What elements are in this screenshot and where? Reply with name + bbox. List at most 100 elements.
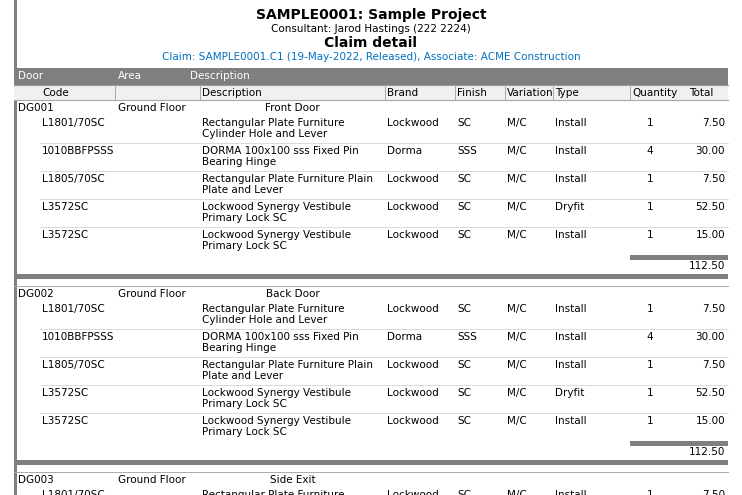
Text: Plate and Lever: Plate and Lever — [202, 371, 283, 381]
Text: 7.50: 7.50 — [702, 174, 725, 184]
Text: 1: 1 — [647, 202, 653, 212]
Text: Lockwood Synergy Vestibule: Lockwood Synergy Vestibule — [202, 416, 351, 426]
Text: Lockwood: Lockwood — [387, 388, 439, 398]
Text: Install: Install — [555, 416, 587, 426]
Text: Lockwood Synergy Vestibule: Lockwood Synergy Vestibule — [202, 230, 351, 240]
Text: L3572SC: L3572SC — [42, 416, 88, 426]
Text: M/C: M/C — [507, 388, 527, 398]
Text: Side Exit: Side Exit — [269, 475, 315, 485]
Text: SC: SC — [457, 416, 471, 426]
Text: L1805/70SC: L1805/70SC — [42, 174, 105, 184]
Text: Rectangular Plate Furniture: Rectangular Plate Furniture — [202, 304, 344, 314]
Text: Primary Lock SC: Primary Lock SC — [202, 213, 287, 223]
Bar — [630, 441, 728, 446]
Bar — [14, 274, 728, 279]
Text: SC: SC — [457, 118, 471, 128]
Text: Lockwood: Lockwood — [387, 360, 439, 370]
Text: Description: Description — [202, 88, 262, 98]
Text: M/C: M/C — [507, 230, 527, 240]
Text: L1801/70SC: L1801/70SC — [42, 304, 105, 314]
Text: Install: Install — [555, 332, 587, 342]
Text: DORMA 100x100 sss Fixed Pin: DORMA 100x100 sss Fixed Pin — [202, 146, 358, 156]
Text: Ground Floor: Ground Floor — [118, 289, 186, 299]
Text: Lockwood: Lockwood — [387, 118, 439, 128]
Text: M/C: M/C — [507, 174, 527, 184]
Text: Brand: Brand — [387, 88, 418, 98]
Text: 112.50: 112.50 — [689, 261, 725, 271]
Bar — [14, 460, 728, 465]
Text: Finish: Finish — [457, 88, 487, 98]
Text: Claim detail: Claim detail — [324, 36, 418, 50]
Text: Rectangular Plate Furniture Plain: Rectangular Plate Furniture Plain — [202, 360, 373, 370]
Text: 1010BBFPSSS: 1010BBFPSSS — [42, 332, 114, 342]
Text: SC: SC — [457, 490, 471, 495]
Text: 1: 1 — [647, 304, 653, 314]
Text: Back Door: Back Door — [266, 289, 319, 299]
Text: Dorma: Dorma — [387, 146, 422, 156]
Text: 1: 1 — [647, 360, 653, 370]
Text: Area: Area — [118, 71, 142, 81]
Text: M/C: M/C — [507, 202, 527, 212]
Text: Cylinder Hole and Lever: Cylinder Hole and Lever — [202, 315, 327, 325]
Text: Lockwood Synergy Vestibule: Lockwood Synergy Vestibule — [202, 388, 351, 398]
Text: DG001: DG001 — [18, 103, 53, 113]
Text: L3572SC: L3572SC — [42, 388, 88, 398]
Text: Consultant: Jarod Hastings (222 2224): Consultant: Jarod Hastings (222 2224) — [271, 24, 471, 34]
Text: Lockwood: Lockwood — [387, 202, 439, 212]
Text: SSS: SSS — [457, 332, 477, 342]
Text: 7.50: 7.50 — [702, 490, 725, 495]
Text: M/C: M/C — [507, 490, 527, 495]
Text: Lockwood: Lockwood — [387, 416, 439, 426]
Text: Door: Door — [18, 71, 43, 81]
Text: 4: 4 — [647, 146, 653, 156]
Text: L1801/70SC: L1801/70SC — [42, 118, 105, 128]
Text: Lockwood: Lockwood — [387, 230, 439, 240]
Text: Install: Install — [555, 360, 587, 370]
Text: 30.00: 30.00 — [695, 146, 725, 156]
Text: M/C: M/C — [507, 360, 527, 370]
Text: Install: Install — [555, 304, 587, 314]
Text: 30.00: 30.00 — [695, 332, 725, 342]
Text: 52.50: 52.50 — [695, 388, 725, 398]
Text: 1010BBFPSSS: 1010BBFPSSS — [42, 146, 114, 156]
Text: Cylinder Hole and Lever: Cylinder Hole and Lever — [202, 129, 327, 139]
Text: Code: Code — [42, 88, 69, 98]
Text: DG003: DG003 — [18, 475, 53, 485]
Text: Primary Lock SC: Primary Lock SC — [202, 241, 287, 251]
Text: Claim: SAMPLE0001.C1 (19-May-2022, Released), Associate: ACME Construction: Claim: SAMPLE0001.C1 (19-May-2022, Relea… — [162, 52, 580, 62]
Text: 1: 1 — [647, 388, 653, 398]
Text: 15.00: 15.00 — [695, 230, 725, 240]
Text: Primary Lock SC: Primary Lock SC — [202, 399, 287, 409]
Text: Quantity: Quantity — [632, 88, 677, 98]
Text: 1: 1 — [647, 416, 653, 426]
Text: SC: SC — [457, 360, 471, 370]
Text: Description: Description — [190, 71, 250, 81]
Text: SC: SC — [457, 388, 471, 398]
Text: 1: 1 — [647, 174, 653, 184]
Text: 1: 1 — [647, 230, 653, 240]
Text: Rectangular Plate Furniture Plain: Rectangular Plate Furniture Plain — [202, 174, 373, 184]
Text: 4: 4 — [647, 332, 653, 342]
Text: Total: Total — [689, 88, 713, 98]
Text: 7.50: 7.50 — [702, 118, 725, 128]
Text: Dorma: Dorma — [387, 332, 422, 342]
Text: Bearing Hinge: Bearing Hinge — [202, 157, 276, 167]
Text: Install: Install — [555, 118, 587, 128]
Text: Dryfit: Dryfit — [555, 202, 585, 212]
Text: SC: SC — [457, 202, 471, 212]
Text: SC: SC — [457, 230, 471, 240]
Text: Dryfit: Dryfit — [555, 388, 585, 398]
Text: L3572SC: L3572SC — [42, 230, 88, 240]
Text: Install: Install — [555, 230, 587, 240]
Text: Install: Install — [555, 146, 587, 156]
Bar — [630, 255, 728, 260]
Text: 1: 1 — [647, 118, 653, 128]
Text: Rectangular Plate Furniture: Rectangular Plate Furniture — [202, 490, 344, 495]
Text: Lockwood: Lockwood — [387, 304, 439, 314]
Text: M/C: M/C — [507, 332, 527, 342]
Text: SC: SC — [457, 304, 471, 314]
Text: 52.50: 52.50 — [695, 202, 725, 212]
Text: Plate and Lever: Plate and Lever — [202, 185, 283, 195]
Text: L1801/70SC: L1801/70SC — [42, 490, 105, 495]
Text: SSS: SSS — [457, 146, 477, 156]
